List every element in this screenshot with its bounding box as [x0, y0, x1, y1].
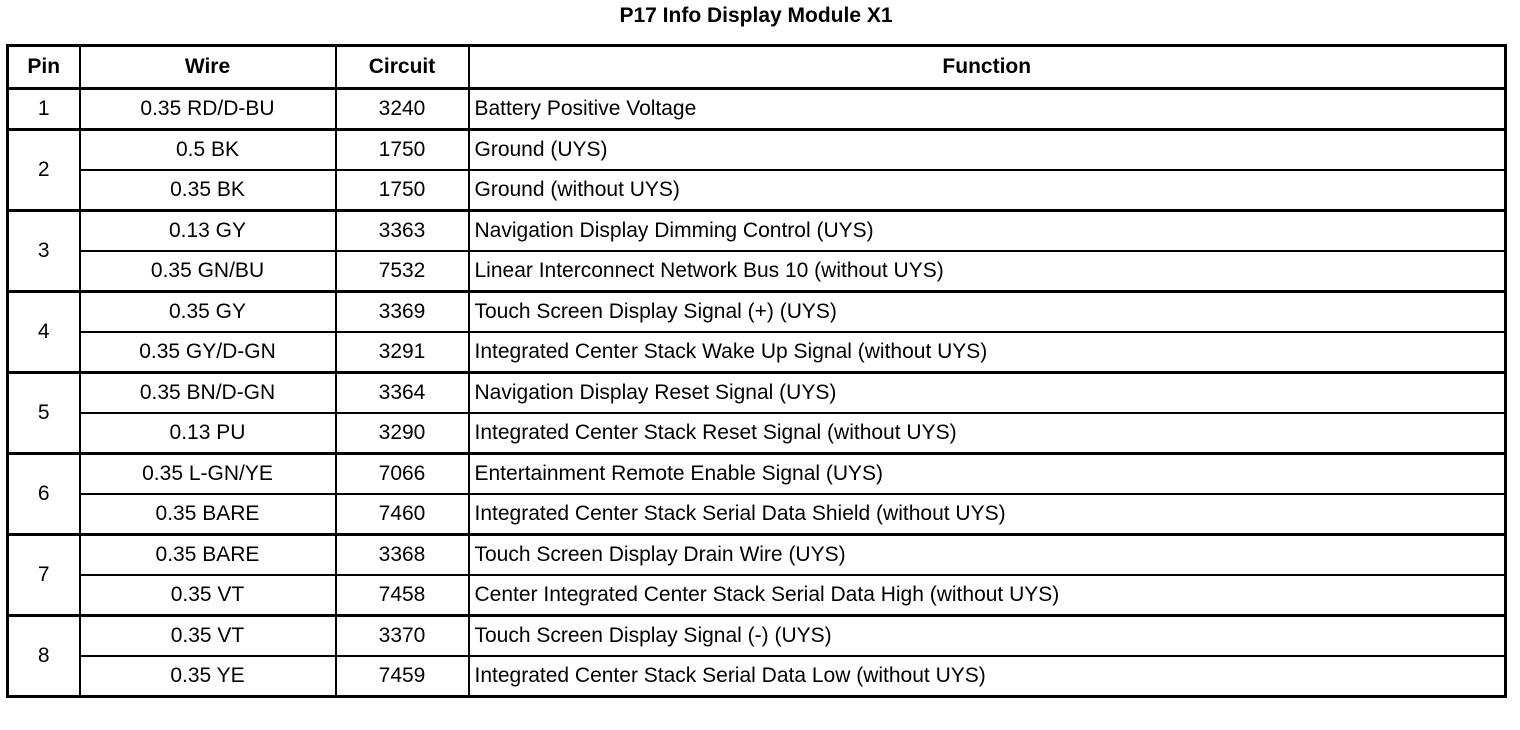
function-cell: Navigation Display Reset Signal (UYS) [467, 371, 1507, 414]
wire-cell: 0.35 GY/D-GN [78, 331, 337, 374]
circuit-cell: 7458 [334, 574, 470, 617]
function-cell: Ground (without UYS) [467, 169, 1507, 212]
circuit-cell: 7066 [334, 452, 470, 495]
table-row: 6 0.35 L-GN/YE 7066 Entertainment Remote En… [6, 452, 1507, 536]
table-row: 0.35 GN/BU 7532 Linear Interconnect Networ… [8, 250, 1507, 293]
wire-cell: 0.35 L-GN/YE [78, 452, 337, 495]
circuit-cell: 3363 [334, 209, 470, 252]
table-row: 7 0.35 BARE 3368 Touch Screen Display Drain… [6, 533, 1507, 617]
wire-cell: 0.35 GN/BU [78, 250, 337, 293]
table-header: Pin Wire Circuit Function [6, 44, 1507, 90]
header-function: Function [467, 44, 1507, 90]
header-pin: Pin [6, 44, 81, 90]
function-cell: Integrated Center Stack Wake Up Signal (… [467, 331, 1507, 374]
circuit-cell: 7532 [334, 250, 470, 293]
pin-cell: 5 [6, 371, 81, 455]
circuit-cell: 3364 [334, 371, 470, 414]
table-row: 0.35 YE 7459 Integrated Center Stack Seria… [8, 655, 1507, 698]
wire-cell: 0.13 GY [78, 209, 337, 252]
circuit-cell: 1750 [334, 128, 470, 171]
pin-table: Pin Wire Circuit Function 1 0.35 RD/D-BU 3… [6, 44, 1507, 698]
wire-cell: 0.35 RD/D-BU [78, 87, 337, 131]
wire-cell: 0.35 GY [78, 290, 337, 333]
circuit-cell: 3370 [334, 614, 470, 657]
wire-cell: 0.13 PU [78, 412, 337, 455]
function-cell: Integrated Center Stack Reset Signal (wi… [467, 412, 1507, 455]
function-cell: Touch Screen Display Signal (-) (UYS) [467, 614, 1507, 657]
function-cell: Center Integrated Center Stack Serial Da… [467, 574, 1507, 617]
circuit-cell: 3240 [334, 87, 470, 131]
pin-cell: 3 [6, 209, 81, 293]
table-body: 1 0.35 RD/D-BU 3240 Battery Positive Voltag… [6, 87, 1507, 698]
table-row: 0.35 BK 1750 Ground (without UYS) [8, 169, 1507, 212]
wire-cell: 0.35 VT [78, 614, 337, 657]
function-cell: Touch Screen Display Signal (+) (UYS) [467, 290, 1507, 333]
circuit-cell: 3291 [334, 331, 470, 374]
circuit-cell: 1750 [334, 169, 470, 212]
function-cell: Navigation Display Dimming Control (UYS) [467, 209, 1507, 252]
table-row: 4 0.35 GY 3369 Touch Screen Display Signal … [6, 290, 1507, 374]
table-row: 0.35 BARE 7460 Integrated Center Stack Ser… [8, 493, 1507, 536]
wire-cell: 0.5 BK [78, 128, 337, 171]
circuit-cell: 3369 [334, 290, 470, 333]
page-title: P17 Info Display Module X1 [619, 4, 893, 27]
wire-cell: 0.35 BK [78, 169, 337, 212]
function-cell: Entertainment Remote Enable Signal (UYS) [467, 452, 1507, 495]
circuit-cell: 3290 [334, 412, 470, 455]
function-cell: Battery Positive Voltage [467, 87, 1507, 131]
pin-cell: 2 [6, 128, 81, 212]
table-row: 2 0.5 BK 1750 Ground (UYS) [6, 128, 1507, 212]
wire-cell: 0.35 BARE [78, 533, 337, 576]
wire-cell: 0.35 BARE [78, 493, 337, 536]
table-row: 1 0.35 RD/D-BU 3240 Battery Positive Voltag… [6, 87, 1507, 131]
function-cell: Integrated Center Stack Serial Data Shie… [467, 493, 1507, 536]
circuit-cell: 7460 [334, 493, 470, 536]
pin-cell: 4 [6, 290, 81, 374]
table-row: 8 0.35 VT 3370 Touch Screen Display Signal … [6, 614, 1507, 698]
table-row: 3 0.13 GY 3363 Navigation Display Dimming C… [6, 209, 1507, 293]
circuit-cell: 7459 [334, 655, 470, 698]
header-row: Pin Wire Circuit Function [6, 44, 1507, 90]
function-cell: Touch Screen Display Drain Wire (UYS) [467, 533, 1507, 576]
function-cell: Integrated Center Stack Serial Data Low … [467, 655, 1507, 698]
pin-cell: 7 [6, 533, 81, 617]
header-circuit: Circuit [334, 44, 470, 90]
table-row: 5 0.35 BN/D-GN 3364 Navigation Display Rese… [6, 371, 1507, 455]
function-cell: Ground (UYS) [467, 128, 1507, 171]
table-row: 0.35 GY/D-GN 3291 Integrated Center Stack … [8, 331, 1507, 374]
header-wire: Wire [78, 44, 337, 90]
pin-cell: 6 [6, 452, 81, 536]
circuit-cell: 3368 [334, 533, 470, 576]
table-row: 0.13 PU 3290 Integrated Center Stack Reset… [8, 412, 1507, 455]
pin-cell: 8 [6, 614, 81, 698]
function-cell: Linear Interconnect Network Bus 10 (with… [467, 250, 1507, 293]
wire-cell: 0.35 BN/D-GN [78, 371, 337, 414]
wire-cell: 0.35 VT [78, 574, 337, 617]
pin-cell: 1 [6, 87, 81, 131]
wire-cell: 0.35 YE [78, 655, 337, 698]
table-row: 0.35 VT 7458 Center Integrated Center Stac… [8, 574, 1507, 617]
